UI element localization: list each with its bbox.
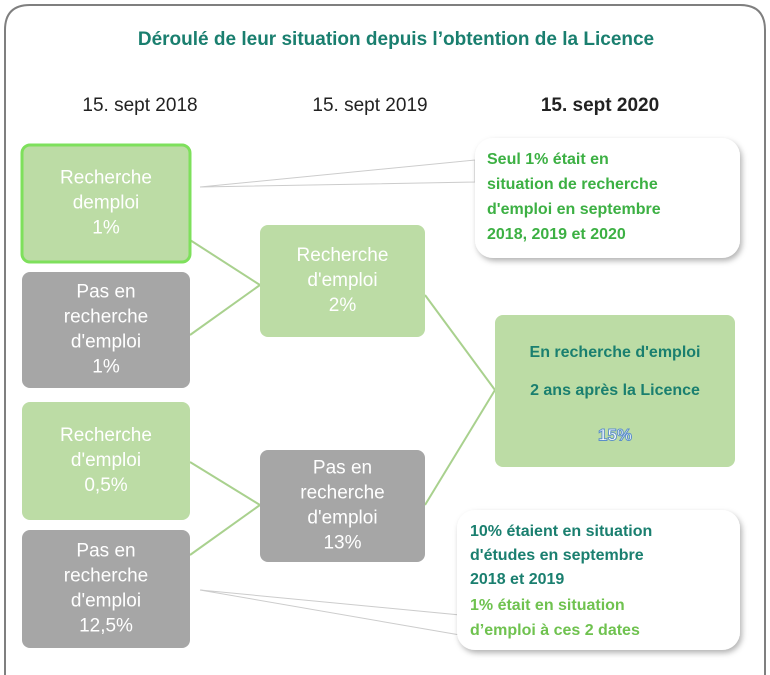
- box-text: demploi: [73, 193, 140, 214]
- box-text: Recherche: [60, 168, 152, 189]
- situation-box: [22, 530, 190, 648]
- box-text: 12,5%: [79, 616, 133, 637]
- box-text: 1%: [92, 218, 120, 239]
- callout: [475, 138, 740, 258]
- box-text: 0,5%: [84, 475, 127, 496]
- callout-text: d'emploi en septembre: [487, 201, 661, 218]
- box-text: 13%: [323, 533, 361, 554]
- situation-box: [22, 272, 190, 388]
- box-text: d'emploi: [307, 508, 377, 529]
- situation-box: [20, 143, 192, 264]
- date: 15. sept 2019: [312, 95, 427, 116]
- result-text: 2 ans après la Licence: [530, 382, 700, 399]
- situation-box: [22, 402, 190, 520]
- situation-box: [260, 450, 425, 562]
- callout: [457, 510, 740, 650]
- callout-pointer: [199, 589, 461, 636]
- box-text: recherche: [64, 307, 149, 328]
- box-text: Recherche: [60, 425, 152, 446]
- result-value: 15%: [598, 425, 632, 444]
- connectors: [189, 239, 496, 556]
- callout-text: d’emploi à ces 2 dates: [470, 622, 640, 639]
- callout-text: 10% étaient en situation: [470, 523, 652, 540]
- callout-text: 2018, 2019 et 2020: [487, 226, 626, 243]
- callout-text: situation de recherche: [487, 176, 658, 193]
- box-text: 1%: [92, 357, 120, 378]
- frame: [4, 4, 766, 675]
- box-text: Recherche: [297, 245, 389, 266]
- result-text: En recherche d'emploi: [530, 344, 701, 361]
- box-text: d'emploi: [71, 450, 141, 471]
- box-text: recherche: [300, 483, 385, 504]
- callout-pointer: [199, 159, 476, 188]
- box-text: d'emploi: [71, 332, 141, 353]
- box-text: recherche: [64, 566, 149, 587]
- date: 15. sept 2018: [82, 95, 197, 116]
- callout-text: d'études en septembre: [470, 547, 644, 564]
- title: Déroulé de leur situation depuis l’obten…: [138, 29, 654, 50]
- situation-box: [260, 225, 425, 337]
- box-text: d'emploi: [71, 591, 141, 612]
- box-text: Pas en: [313, 458, 372, 479]
- box-text: 2%: [329, 295, 357, 316]
- box-text: Pas en: [76, 541, 135, 562]
- result-box: [495, 315, 735, 467]
- callout-text: Seul 1% était en: [487, 151, 609, 168]
- box-text: Pas en: [76, 282, 135, 303]
- callout-text: 2018 et 2019: [470, 571, 564, 588]
- callout-text: 1% était en situation: [470, 597, 625, 614]
- date: 15. sept 2020: [541, 95, 659, 116]
- box-text: d'emploi: [307, 270, 377, 291]
